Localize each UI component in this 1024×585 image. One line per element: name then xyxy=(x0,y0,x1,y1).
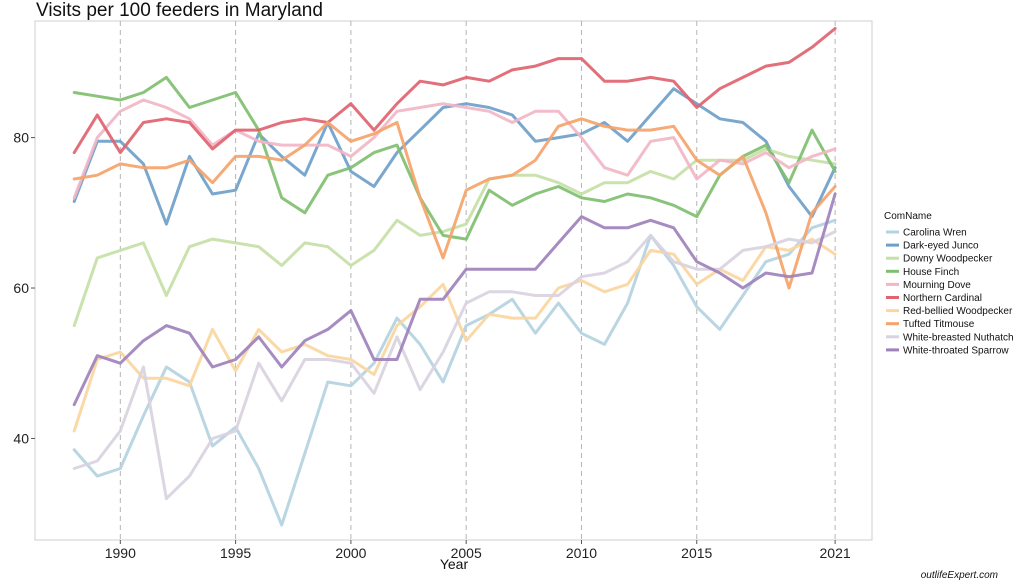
series-line-white-throated-sparrow xyxy=(72,192,837,407)
x-tick-label: 2021 xyxy=(820,545,851,561)
x-tick-label: 2005 xyxy=(451,545,482,561)
legend-label-white-throated-sparrow: White-throated Sparrow xyxy=(903,345,1009,356)
axes: 1990 1995 2000 2005 2010 2015 2021 40 60 80 xyxy=(13,130,850,561)
chart-title: Visits per 100 feeders in Maryland xyxy=(36,0,323,21)
y-tick-label: 60 xyxy=(13,280,29,296)
legend-label-mourning-dove: Mourning Dove xyxy=(903,280,971,291)
legend-label-northern-cardinal: Northern Cardinal xyxy=(903,293,982,304)
series-line-mourning-dove xyxy=(72,98,837,200)
legend-label-dark-eyed-junco: Dark-eyed Junco xyxy=(903,241,979,252)
gridlines xyxy=(119,21,836,540)
series-line-northern-cardinal xyxy=(72,27,837,155)
y-tick-label: 80 xyxy=(13,130,29,146)
series-line-tufted-titmouse xyxy=(72,117,837,290)
series-line-white-breasted-nuthatch xyxy=(72,230,837,501)
series-line-red-bellied-woodpecker xyxy=(72,237,837,433)
legend-label-tufted-titmouse: Tufted Titmouse xyxy=(903,319,975,330)
legend-label-downy-woodpecker: Downy Woodpecker xyxy=(903,254,993,265)
x-axis-title: Year xyxy=(440,556,469,572)
legend-label-white-breasted-nuthatch: White-breasted Nuthatch xyxy=(903,332,1014,343)
legend-label-house-finch: House Finch xyxy=(903,267,959,278)
x-tick-label: 1990 xyxy=(105,545,136,561)
x-tick-label: 2000 xyxy=(335,545,366,561)
series-line-house-finch xyxy=(72,75,837,241)
watermark-text: outlifeExpert.com xyxy=(920,570,998,581)
x-tick-label: 1995 xyxy=(220,545,251,561)
x-tick-label: 2010 xyxy=(566,545,597,561)
x-tick-label: 2015 xyxy=(681,545,712,561)
series-line-carolina-wren xyxy=(72,218,837,527)
legend-label-red-bellied-woodpecker: Red-bellied Woodpecker xyxy=(903,306,1013,317)
series-lines xyxy=(72,27,837,527)
legend-title: ComName xyxy=(884,211,932,222)
legend: ComName Carolina Wren Dark-eyed Junco Down… xyxy=(884,211,1014,356)
y-tick-label: 40 xyxy=(13,430,29,446)
legend-label-carolina-wren: Carolina Wren xyxy=(903,228,967,239)
